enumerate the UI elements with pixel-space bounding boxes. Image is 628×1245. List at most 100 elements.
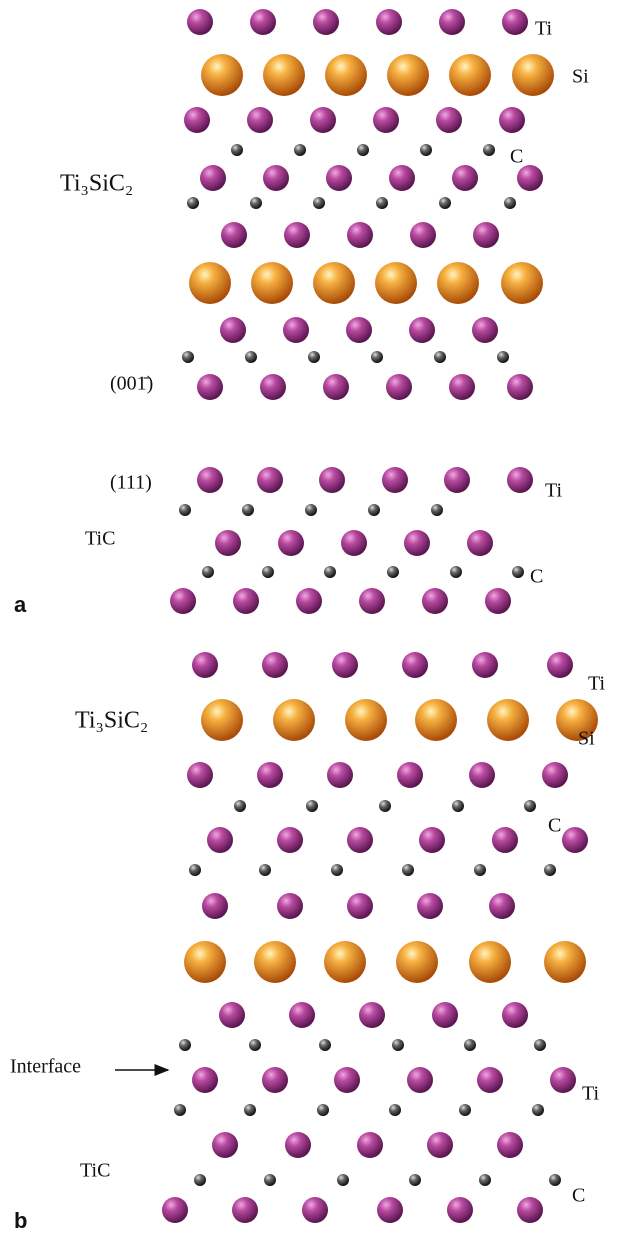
compound-label: TiC [80,1160,110,1182]
c-atom [431,504,443,516]
ti-atom [467,530,493,556]
ti-atom [409,317,435,343]
ti-atom [184,107,210,133]
si-atom [487,699,529,741]
c-atom [244,1104,256,1116]
c-atom [483,144,495,156]
ti-atom [323,374,349,400]
panel-label: a [14,592,27,617]
ti-atom [162,1197,188,1223]
si-atom [324,941,366,983]
ti-atom [417,893,443,919]
si-atom [512,54,554,96]
si-atom [501,262,543,304]
ti-atom [562,827,588,853]
ti-atom [212,1132,238,1158]
plane-label: (001̄) [110,373,153,395]
ti-atom [219,1002,245,1028]
ti-atom [278,530,304,556]
ti-atom [497,1132,523,1158]
diagram: Ti Si C Ti₃SiC₂ (001̄) (111) Ti TiC C a … [0,0,628,1245]
ti-atom [547,652,573,678]
c-atom [317,1104,329,1116]
ti-atom [334,1067,360,1093]
c-atom [262,566,274,578]
ti-atom [347,893,373,919]
ti-atom [427,1132,453,1158]
ti-atom [517,1197,543,1223]
ti-atom [517,165,543,191]
si-atom [201,54,243,96]
atom-label: C [548,815,561,837]
ti-atom [407,1067,433,1093]
c-atom [234,800,246,812]
si-atom [263,54,305,96]
c-atom [249,1039,261,1051]
compound-label: Ti₃SiC₂ [60,171,133,197]
ti-atom [550,1067,576,1093]
ti-atom [373,107,399,133]
c-atom [294,144,306,156]
ti-atom [469,762,495,788]
ti-atom [257,762,283,788]
compound-label: Ti₃SiC₂ [75,708,148,734]
ti-atom [507,374,533,400]
ti-atom [207,827,233,853]
atom-label: C [530,566,543,588]
c-atom [357,144,369,156]
ti-atom [359,1002,385,1028]
ti-atom [262,652,288,678]
c-atom [549,1174,561,1186]
ti-atom [472,652,498,678]
ti-atom [389,165,415,191]
c-atom [182,351,194,363]
c-atom [392,1039,404,1051]
c-atom [387,566,399,578]
ti-atom [502,9,528,35]
ti-atom [449,374,475,400]
ti-atom [436,107,462,133]
si-atom [254,941,296,983]
si-atom [325,54,367,96]
c-atom [189,864,201,876]
ti-atom [376,9,402,35]
c-atom [264,1174,276,1186]
si-atom [544,941,586,983]
si-atom [201,699,243,741]
ti-atom [215,530,241,556]
atom-label: Ti [535,18,553,40]
c-atom [337,1174,349,1186]
ti-atom [507,467,533,493]
c-atom [179,504,191,516]
atom-label: Si [578,728,595,750]
c-atom [459,1104,471,1116]
ti-atom [202,893,228,919]
ti-atom [489,893,515,919]
ti-atom [187,9,213,35]
c-atom [512,566,524,578]
compound-label: TiC [85,528,115,550]
ti-atom [397,762,423,788]
ti-atom [542,762,568,788]
c-atom [250,197,262,209]
c-atom [245,351,257,363]
ti-atom [257,467,283,493]
c-atom [402,864,414,876]
ti-atom [192,652,218,678]
c-atom [452,800,464,812]
c-atom [534,1039,546,1051]
si-atom [396,941,438,983]
ti-atom [485,588,511,614]
c-atom [479,1174,491,1186]
ti-atom [232,1197,258,1223]
ti-atom [444,467,470,493]
c-atom [544,864,556,876]
ti-atom [386,374,412,400]
c-atom [376,197,388,209]
ti-atom [200,165,226,191]
c-atom [420,144,432,156]
si-atom [449,54,491,96]
ti-atom [284,222,310,248]
atoms [162,9,598,1223]
ti-atom [419,827,445,853]
